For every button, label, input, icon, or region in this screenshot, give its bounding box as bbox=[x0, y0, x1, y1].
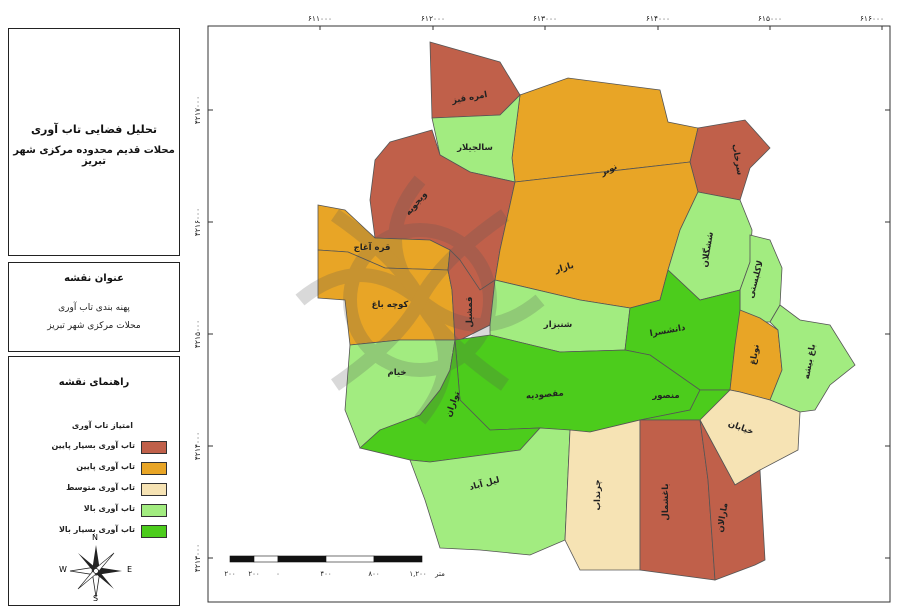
title-panel: تحلیل فضایی تاب آوری محلات قدیم محدوده م… bbox=[8, 28, 180, 256]
legend-label: تاب آوری پایین bbox=[76, 462, 135, 471]
scale-label: ۲۰۰ bbox=[224, 570, 235, 578]
legend-label: تاب آوری متوسط bbox=[66, 483, 135, 492]
x-tick-label: ۶۱۱۰۰۰ bbox=[308, 14, 332, 23]
legend-swatch bbox=[141, 504, 167, 517]
scale-label: ۰ bbox=[276, 570, 280, 578]
subject-line1: پهنه بندی تاب آوری bbox=[58, 303, 130, 313]
scale-unit: متر bbox=[434, 570, 445, 578]
label-qareh-aghaj: قره آغاج bbox=[354, 241, 391, 253]
region-bisheh-bagh bbox=[769, 304, 856, 413]
x-tick-label: ۶۱۳۰۰۰ bbox=[533, 14, 557, 23]
legend-label: تاب آوری بسیار پایین bbox=[51, 441, 135, 450]
label-khiam: خیام bbox=[387, 368, 406, 378]
scale-label: ۲۰۰ bbox=[248, 570, 259, 578]
label-cheshmeh: چرنداب bbox=[593, 480, 603, 511]
compass-s-label: S bbox=[93, 594, 99, 603]
map-frame: ۶۱۱۰۰۰ ۶۱۲۰۰۰ ۶۱۳۰۰۰ ۶۱۴۰۰۰ ۶۱۵۰۰۰ ۶۱۶۰۰… bbox=[193, 14, 891, 603]
compass-e-label: E bbox=[127, 565, 133, 574]
y-tick-label: ۴۲۱۵۰۰۰ bbox=[193, 320, 202, 348]
legend-subheading: امتیاز تاب آوری bbox=[71, 421, 133, 430]
label-amirkhiz: منصور bbox=[651, 391, 679, 401]
y-tick-label: ۴۲۱۴۰۰۰ bbox=[193, 432, 202, 460]
x-tick-label: ۶۱۵۰۰۰ bbox=[758, 14, 782, 23]
legend-swatch bbox=[141, 441, 167, 454]
scale-bar: ۲۰۰ ۲۰۰ ۰ ۴۰۰ ۸۰۰ ۱,۲۰۰ متر bbox=[224, 555, 445, 578]
legend-swatch bbox=[141, 462, 167, 475]
legend-item: تاب آوری متوسط bbox=[19, 481, 169, 499]
label-kucheh-bagh: کوچه باغ bbox=[372, 300, 409, 310]
label-alijelar: سالجیلار bbox=[456, 143, 493, 153]
legend-swatch bbox=[141, 483, 167, 496]
label-nowbagh: نوباغ bbox=[748, 344, 761, 366]
x-axis: ۶۱۱۰۰۰ ۶۱۲۰۰۰ ۶۱۳۰۰۰ ۶۱۴۰۰۰ ۶۱۵۰۰۰ ۶۱۶۰۰… bbox=[308, 14, 884, 30]
compass-w-label: W bbox=[59, 565, 67, 574]
scale-label: ۴۰۰ bbox=[320, 570, 331, 578]
legend-item: تاب آوری بالا bbox=[19, 502, 169, 520]
neighborhood-labels: امره قیز نوبر سرخاب سالجیلار ویجویه قره … bbox=[354, 90, 818, 533]
map-title-line2: محلات قدیم محدوده مرکزی شهر تبریز bbox=[13, 145, 175, 167]
y-tick-label: ۴۲۱۷۰۰۰ bbox=[193, 96, 202, 124]
subject-line2: محلات مرکزی شهر تبریز bbox=[47, 321, 141, 331]
legend-item: تاب آوری بسیار پایین bbox=[19, 439, 169, 457]
legend-label: تاب آوری بالا bbox=[83, 504, 135, 513]
legend-item: تاب آوری پایین bbox=[19, 460, 169, 478]
x-tick-label: ۶۱۶۰۰۰ bbox=[860, 14, 884, 23]
subject-heading: عنوان نقشه bbox=[64, 273, 124, 284]
legend-item: تاب آوری بسیار بالا bbox=[19, 523, 169, 541]
y-tick-label: ۴۲۱۶۰۰۰ bbox=[193, 208, 202, 236]
legend-label: تاب آوری بسیار بالا bbox=[58, 525, 135, 534]
label-tafalisal: قمشیل bbox=[465, 297, 475, 328]
legend-heading: راهنمای نقشه bbox=[58, 377, 130, 388]
label-shiraz: شنبزار bbox=[543, 320, 572, 330]
legend-items: تاب آوری بسیار پایین تاب آوری پایین تاب … bbox=[19, 439, 169, 544]
x-tick-label: ۶۱۲۰۰۰ bbox=[421, 14, 445, 23]
neighborhood-polygons bbox=[317, 41, 856, 581]
compass-rose-icon bbox=[69, 545, 122, 598]
label-baghmisheh: باغشمال bbox=[661, 483, 671, 520]
region-maralan bbox=[699, 419, 766, 581]
subject-panel: عنوان نقشه پهنه بندی تاب آوری محلات مرکز… bbox=[8, 262, 180, 352]
x-tick-label: ۶۱۴۰۰۰ bbox=[646, 14, 670, 23]
label-maghsoudieh: مقصودیه bbox=[526, 388, 565, 401]
watermark-emblem-icon bbox=[295, 175, 545, 425]
legend-swatch bbox=[141, 525, 167, 538]
y-tick-label: ۴۲۱۳۰۰۰ bbox=[193, 544, 202, 572]
map-title-line1: تحلیل فضایی تاب آوری bbox=[30, 123, 158, 136]
compass-n-label: N bbox=[92, 533, 98, 542]
scale-label: ۸۰۰ bbox=[368, 570, 379, 578]
scale-label: ۱,۲۰۰ bbox=[409, 570, 426, 578]
legend-panel: راهنمای نقشه امتیاز تاب آوری تاب آوری بس… bbox=[8, 356, 180, 606]
y-axis: ۴۲۱۷۰۰۰ ۴۲۱۶۰۰۰ ۴۲۱۵۰۰۰ ۴۲۱۴۰۰۰ ۴۲۱۳۰۰۰ bbox=[193, 96, 890, 572]
